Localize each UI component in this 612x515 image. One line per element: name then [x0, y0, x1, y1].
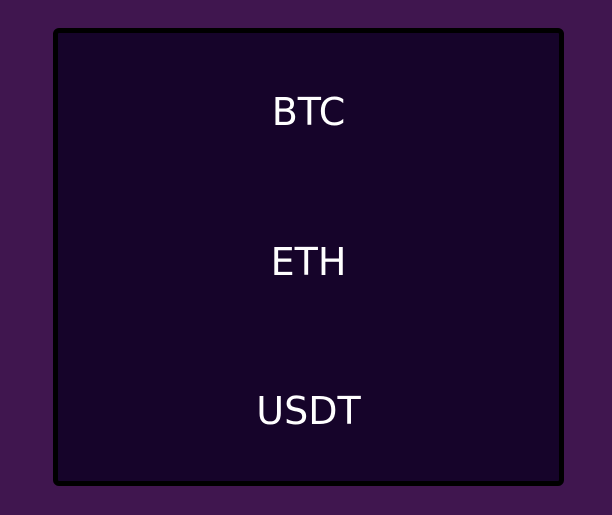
currency-option-eth[interactable]: ETH — [270, 240, 347, 284]
currency-option-usdt[interactable]: USDT — [256, 389, 361, 433]
currency-option-btc[interactable]: BTC — [271, 90, 346, 134]
currency-select-panel: BTC ETH USDT — [53, 28, 564, 486]
